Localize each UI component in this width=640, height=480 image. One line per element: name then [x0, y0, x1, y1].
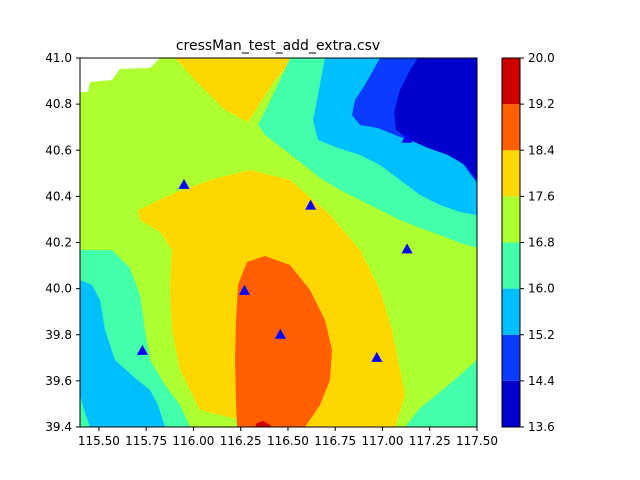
- plot-area: [80, 58, 477, 427]
- colorbar-segment: [502, 104, 520, 151]
- colorbar-segment: [502, 196, 520, 243]
- y-tick-label: 41.0: [45, 51, 72, 65]
- y-tick-label: 39.4: [45, 420, 72, 434]
- colorbar-tick-label: 13.6: [528, 420, 555, 434]
- colorbar-tick-label: 15.2: [528, 328, 555, 342]
- colorbar-segment: [502, 380, 520, 427]
- y-tick-label: 40.6: [45, 143, 72, 157]
- y-axis: 39.4 39.6 39.8 40.0 40.2 40.4 40.6 40.8 41.0: [45, 51, 80, 434]
- colorbar-tick-label: 18.4: [528, 143, 555, 157]
- x-tick-label: 117.25: [409, 434, 451, 448]
- station-markers: [136, 132, 413, 362]
- colorbar-tick-label: 16.0: [528, 282, 555, 296]
- colorbar-tick-label: 20.0: [528, 51, 555, 65]
- y-tick-label: 40.8: [45, 97, 72, 111]
- x-tick-label: 116.00: [172, 434, 214, 448]
- y-tick-label: 40.4: [45, 189, 72, 203]
- colorbar-tick-label: 17.6: [528, 189, 555, 203]
- colorbar: 13.6 14.4 15.2 16.0 16.8 17.6 18.4 19.2 20.0: [501, 51, 555, 434]
- y-tick-label: 40.2: [45, 236, 72, 250]
- colorbar-tick-label: 19.2: [528, 97, 555, 111]
- station-marker: [401, 132, 413, 143]
- station-marker: [136, 344, 148, 355]
- colorbar-segment: [502, 58, 520, 105]
- station-marker: [238, 284, 250, 295]
- colorbar-segment: [502, 150, 520, 197]
- x-tick-label: 117.50: [456, 434, 498, 448]
- contour-band-17.6-18.4-top: [175, 58, 295, 122]
- x-tick-label: 115.50: [78, 434, 120, 448]
- y-tick-label: 39.8: [45, 328, 72, 342]
- station-marker: [401, 243, 413, 254]
- x-tick-label: 117.00: [361, 434, 403, 448]
- contour-band-18.4-19.2: [235, 256, 332, 427]
- contour-band-13.6-14.4: [394, 58, 477, 180]
- x-tick-label: 115.75: [125, 434, 167, 448]
- colorbar-tick-label: 16.8: [528, 236, 555, 250]
- y-tick-label: 39.6: [45, 374, 72, 388]
- x-axis: 115.50 115.75 116.00 116.25 116.50 116.75 117.…: [78, 427, 498, 448]
- blank-corner: [80, 58, 160, 92]
- colorbar-segment: [502, 288, 520, 335]
- contour-band-16.0-16.8-lower-right: [405, 360, 477, 427]
- chart-title: cressMan_test_add_extra.csv: [176, 38, 380, 54]
- contour-band-15.2-16.0-lower-left: [80, 280, 165, 427]
- x-tick-label: 116.25: [220, 434, 262, 448]
- station-marker: [305, 199, 317, 210]
- contour-band-19.2-20.0: [255, 421, 272, 427]
- colorbar-segment: [502, 242, 520, 289]
- colorbar-tick-label: 14.4: [528, 374, 555, 388]
- x-tick-label: 116.75: [314, 434, 356, 448]
- x-tick-label: 116.50: [267, 434, 309, 448]
- station-marker: [274, 328, 286, 339]
- station-marker: [371, 351, 383, 362]
- y-tick-label: 40.0: [45, 282, 72, 296]
- station-marker: [178, 178, 190, 189]
- colorbar-segment: [502, 334, 520, 381]
